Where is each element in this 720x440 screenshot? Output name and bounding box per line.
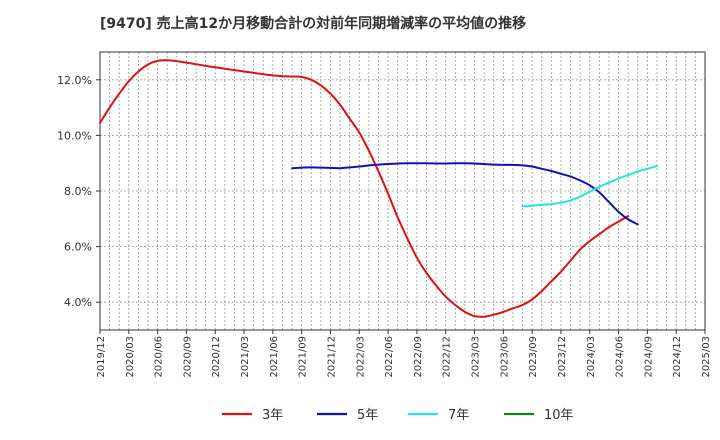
y-tick-label: 8.0% [64,185,92,198]
y-axis: 4.0% 6.0% 8.0% 10.0% 12.0% [57,74,100,309]
x-tick-label: 2022/06 [384,336,395,378]
y-tick-label: 4.0% [64,296,92,309]
x-axis: 2019/12 2020/03 2020/06 2020/09 2020/12 2021/… [96,330,712,378]
legend-label: 3年 [262,408,283,423]
x-tick-label: 2025/03 [701,336,712,378]
x-tick-label: 2022/12 [442,336,453,378]
x-tick-label: 2020/03 [125,336,136,378]
series-lines [99,59,658,318]
x-tick-label: 2024/09 [643,336,654,378]
chart-title: [9470] 売上高12か月移動合計の対前年同期増減率の平均値の推移 [100,16,527,32]
x-tick-label: 2023/03 [471,336,482,378]
x-tick-label: 2020/12 [211,336,222,378]
x-tick-label: 2021/09 [298,336,309,378]
x-tick-label: 2020/09 [182,336,193,378]
series-line-5年 [291,162,639,226]
x-tick-label: 2023/09 [528,336,539,378]
series-line-3年 [99,59,630,318]
x-tick-label: 2023/06 [499,336,510,378]
x-tick-label: 2024/12 [672,336,683,378]
plot-area [99,51,706,331]
x-tick-label: 2021/12 [326,336,337,378]
x-tick-label: 2024/03 [586,336,597,378]
x-tick-label: 2021/03 [240,336,251,378]
x-tick-label: 2020/06 [154,336,165,378]
legend-label: 7年 [448,408,469,423]
y-tick-label: 10.0% [57,129,92,142]
y-tick-label: 6.0% [64,241,92,254]
grid [100,52,705,330]
x-tick-label: 2022/03 [355,336,366,378]
legend-label: 10年 [544,408,574,423]
x-tick-label: 2023/12 [557,336,568,378]
legend-label: 5年 [357,408,378,423]
y-tick-label: 12.0% [57,74,92,87]
x-tick-label: 2019/12 [96,336,107,378]
x-tick-label: 2021/06 [269,336,280,378]
x-tick-label: 2024/06 [615,336,626,378]
legend: 3年 5年 7年 10年 [222,408,574,423]
x-tick-label: 2022/09 [413,336,424,378]
series-line-7年 [521,165,658,208]
